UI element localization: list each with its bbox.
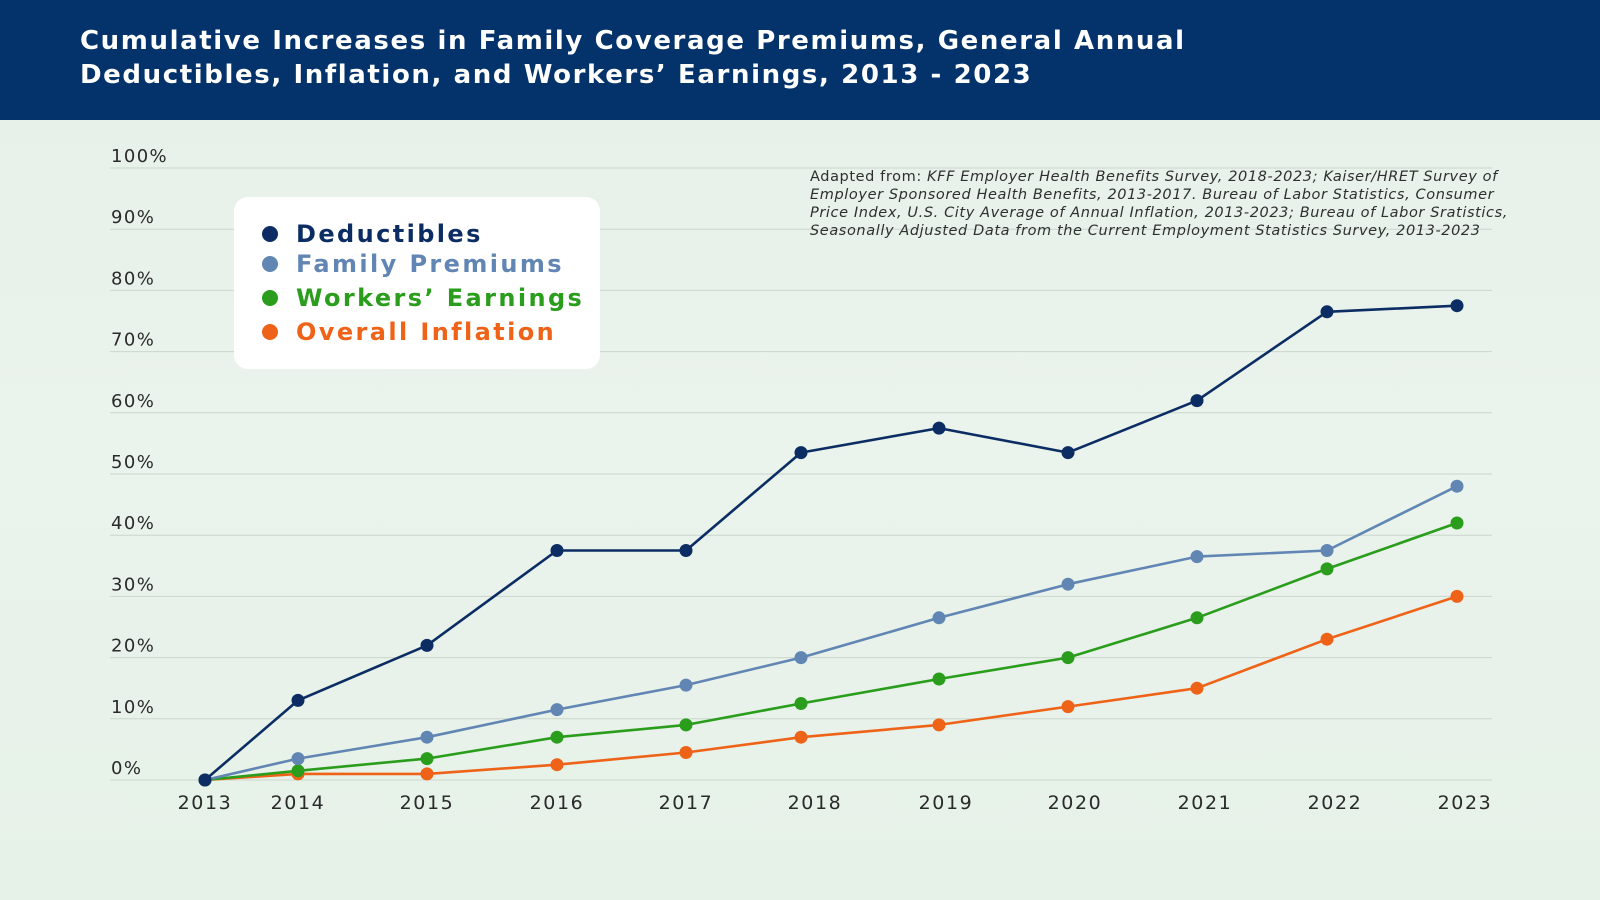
data-point-workers-earnings-2022 [1320, 562, 1334, 576]
y-axis-ticks: 0% 10% 20% 30% 40% 50% 60% 70% 80% 90% 100% [111, 146, 168, 779]
data-point-deductibles-2021 [1190, 394, 1204, 408]
data-point-family-premiums-2014 [291, 752, 305, 766]
legend-label-family-premiums: Family Premiums [296, 250, 564, 278]
data-point-overall-inflation-2017 [679, 746, 693, 759]
data-point-workers-earnings-2017 [679, 718, 693, 732]
legend-label-overall-inflation: Overall Inflation [296, 318, 557, 346]
series-overall-inflation [198, 589, 1464, 787]
x-tick-label-2020: 2020 [1048, 792, 1103, 814]
y-tick-label: 90% [111, 207, 155, 228]
legend-dot-family-premiums [262, 256, 278, 272]
y-tick-label: 50% [111, 452, 155, 473]
data-point-deductibles-2017 [679, 544, 693, 557]
data-point-family-premiums-2022 [1320, 544, 1334, 557]
data-point-family-premiums-2015 [420, 730, 434, 744]
data-point-family-premiums-2021 [1190, 550, 1204, 564]
legend: Deductibles Family Premiums Workers’ Ear… [234, 197, 600, 369]
x-tick-label-2014: 2014 [271, 792, 326, 814]
x-tick-label-2019: 2019 [919, 792, 974, 814]
data-point-family-premiums-2016 [550, 703, 564, 717]
source-note: Adapted from: KFF Employer Health Benefi… [810, 168, 1530, 240]
series-lines [198, 299, 1464, 787]
y-tick-label: 60% [111, 391, 155, 412]
data-point-overall-inflation-2022 [1320, 632, 1334, 646]
data-point-deductibles-2013 [198, 773, 212, 787]
y-tick-label: 30% [111, 574, 155, 595]
data-point-overall-inflation-2023 [1450, 589, 1464, 603]
x-tick-label-2015: 2015 [400, 792, 455, 814]
title-banner: Cumulative Increases in Family Coverage … [0, 0, 1600, 120]
x-tick-label-2013: 2013 [178, 792, 233, 814]
data-point-overall-inflation-2015 [420, 767, 434, 781]
x-tick-label-2023: 2023 [1438, 792, 1493, 814]
y-tick-label: 40% [111, 513, 155, 534]
y-tick-label: 100% [111, 146, 168, 167]
data-point-overall-inflation-2019 [932, 718, 946, 732]
legend-dot-deductibles [262, 226, 278, 242]
legend-label-workers-earnings: Workers’ Earnings [296, 284, 585, 312]
data-point-family-premiums-2020 [1061, 577, 1075, 591]
y-tick-label: 20% [111, 636, 155, 657]
x-tick-label-2017: 2017 [659, 792, 714, 814]
y-tick-label: 70% [111, 330, 155, 351]
data-point-family-premiums-2018 [794, 651, 808, 665]
legend-item-family-premiums: Family Premiums [262, 249, 564, 279]
data-point-overall-inflation-2021 [1190, 681, 1204, 695]
data-point-workers-earnings-2016 [550, 730, 564, 744]
chart-title-line-1: Cumulative Increases in Family Coverage … [80, 26, 1186, 56]
y-tick-label: 10% [111, 697, 155, 718]
x-tick-label-2022: 2022 [1308, 792, 1363, 814]
data-point-workers-earnings-2018 [794, 697, 808, 710]
legend-dot-overall-inflation [262, 324, 278, 340]
data-point-deductibles-2015 [420, 638, 434, 652]
series-deductibles [198, 299, 1464, 787]
data-point-workers-earnings-2023 [1450, 516, 1464, 530]
data-point-deductibles-2020 [1061, 446, 1075, 460]
legend-item-overall-inflation: Overall Inflation [262, 317, 556, 347]
series-family-premiums [198, 479, 1464, 787]
legend-label-deductibles: Deductibles [296, 220, 483, 248]
data-point-workers-earnings-2014 [291, 764, 305, 778]
data-point-deductibles-2018 [794, 446, 808, 460]
x-tick-label-2021: 2021 [1178, 792, 1233, 814]
x-axis-ticks: 2013 2014 2015 2016 2017 2018 2019 2020 2021 2022… [178, 792, 1493, 814]
source-citation: KFF Employer Health Benefits Survey, 201… [810, 169, 1508, 239]
data-point-deductibles-2016 [550, 544, 564, 557]
chart-title: Cumulative Increases in Family Coverage … [80, 24, 1360, 92]
x-tick-label-2016: 2016 [530, 792, 585, 814]
data-point-deductibles-2014 [291, 693, 305, 707]
data-point-workers-earnings-2021 [1190, 611, 1204, 625]
data-point-workers-earnings-2020 [1061, 651, 1075, 665]
data-point-family-premiums-2023 [1450, 479, 1464, 493]
legend-item-deductibles: Deductibles [262, 219, 483, 249]
series-line-workers-earnings [204, 521, 1458, 782]
series-workers-earnings [198, 516, 1464, 787]
series-line-overall-inflation [204, 595, 1458, 782]
data-point-workers-earnings-2019 [932, 672, 946, 686]
data-point-deductibles-2019 [932, 421, 946, 435]
data-point-family-premiums-2019 [932, 611, 946, 625]
chart-title-line-2: Deductibles, Inflation, and Workers’ Ear… [80, 60, 1033, 90]
data-point-deductibles-2022 [1320, 305, 1334, 319]
data-point-family-premiums-2017 [679, 678, 693, 692]
data-point-overall-inflation-2020 [1061, 700, 1075, 714]
legend-item-workers-earnings: Workers’ Earnings [262, 283, 584, 313]
data-point-workers-earnings-2015 [420, 752, 434, 766]
source-prefix: Adapted from: [810, 169, 928, 185]
legend-dot-workers-earnings [262, 290, 278, 306]
series-line-family-premiums [204, 485, 1458, 782]
x-tick-label-2018: 2018 [788, 792, 843, 814]
y-tick-label: 0% [111, 758, 142, 779]
data-point-overall-inflation-2018 [794, 730, 808, 744]
data-point-deductibles-2023 [1450, 299, 1464, 313]
y-tick-label: 80% [111, 268, 155, 289]
data-point-overall-inflation-2016 [550, 758, 564, 772]
series-line-deductibles [204, 304, 1458, 781]
